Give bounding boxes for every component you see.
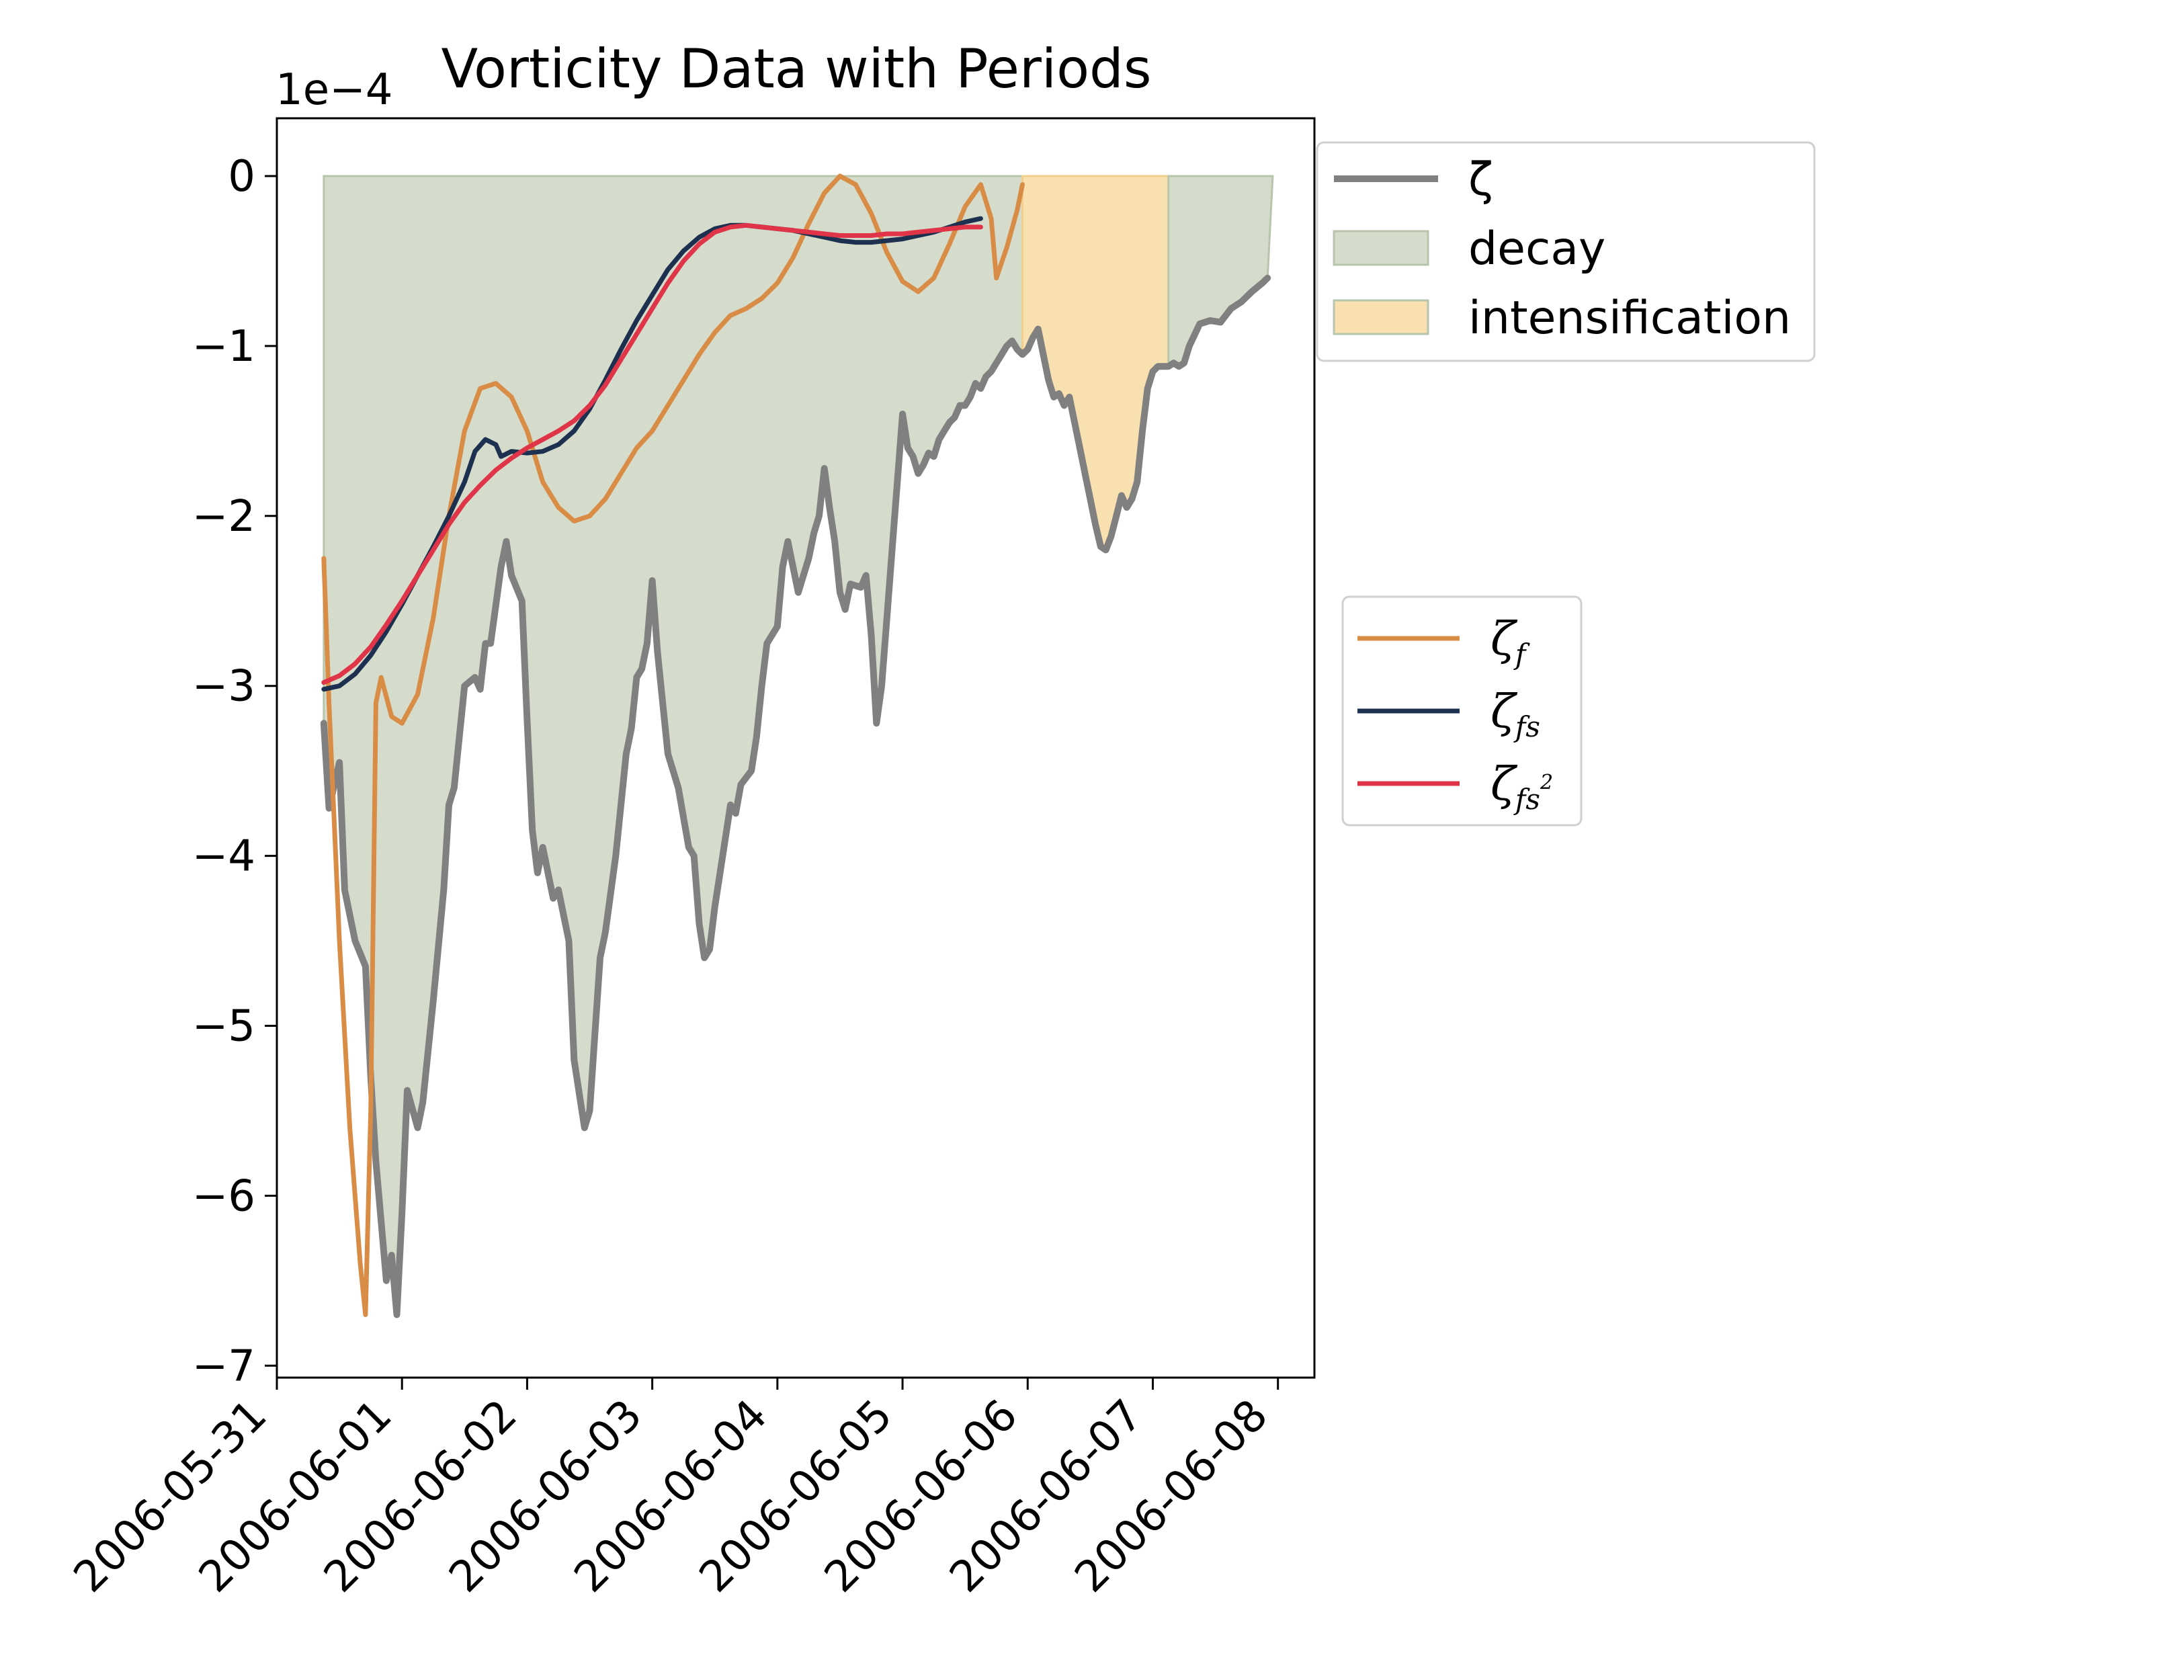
legend-vorticity-periods: ζ decay intensification [1316,141,1816,362]
series-line-zeta-f [321,173,1025,1317]
y-offset-text: 1e−4 [276,65,392,115]
legend-frame [1316,141,1816,362]
series-line-zeta-fs [321,216,983,692]
legend-swatch-decay [1333,230,1429,266]
series-layer [320,173,1271,1318]
series-line-zeta [320,274,1271,1318]
x-axis: 2006-05-312006-06-012006-06-022006-06-03… [65,1378,1279,1602]
y-tick-label: −4 [192,832,255,882]
y-tick-label: −2 [192,492,255,542]
legend-label-zeta: ζ [1468,153,1493,206]
y-tick-label: −6 [192,1171,255,1221]
legend-label-decay: decay [1468,222,1605,276]
y-tick-label: −5 [192,1001,255,1051]
legend-swatch-intensification [1333,299,1429,335]
y-tick-label: −1 [192,322,255,372]
y-axis: 0 −1 −2 −3 −4 −5 −6 −7 [192,152,277,1391]
y-tick-label: −3 [192,662,255,712]
legend-label-intensification: intensification [1468,292,1791,345]
axes-frame [276,117,1316,1379]
period-decay-2 [1167,175,1274,369]
y-tick-label: −7 [192,1341,255,1391]
period-decay-0 [323,175,1024,1315]
period-shading-layer [323,175,1274,1315]
chart-title: Vorticity Data with Periods [441,38,1151,100]
series-line-zeta-fs2 [321,222,983,685]
legend-frame [1341,595,1583,827]
y-tick-label: 0 [228,152,255,202]
